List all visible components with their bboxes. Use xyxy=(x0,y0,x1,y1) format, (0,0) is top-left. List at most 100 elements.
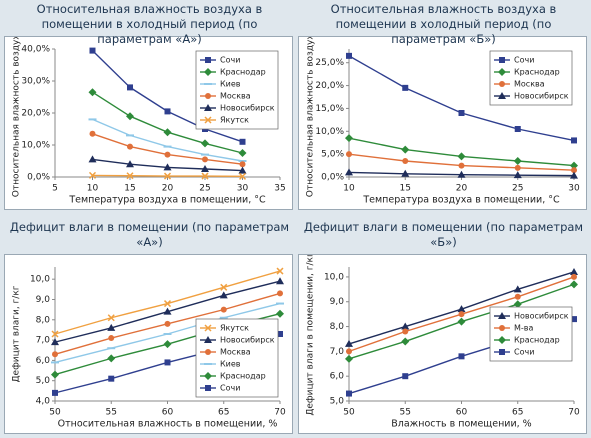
marker xyxy=(88,155,97,163)
marker xyxy=(107,314,115,322)
x-tick-label: 35 xyxy=(274,184,285,194)
chart-title: Дефицит влаги в помещении (по параметрам… xyxy=(9,220,290,249)
marker xyxy=(126,160,134,168)
marker xyxy=(402,84,409,91)
x-tick-label: 5 xyxy=(52,184,58,194)
x-tick-label: 65 xyxy=(218,408,229,418)
legend-label: Новосибирск xyxy=(220,336,275,345)
y-tick-label: 7,0 xyxy=(36,336,51,346)
marker xyxy=(499,349,505,355)
marker xyxy=(51,338,59,346)
marker xyxy=(401,322,410,330)
legend: Якутск Новосибирск Москва Киев Краснодар Сочи xyxy=(195,318,279,398)
marker xyxy=(126,112,134,121)
legend-label: Сочи xyxy=(514,348,534,357)
legend: Новосибирск М-ва Краснодар Сочи xyxy=(489,306,573,362)
marker xyxy=(88,171,97,179)
x-tick-label: 60 xyxy=(162,408,174,418)
chart: 0,0% 10,0% 20,0% 30,0% 40,0% 5 10 15 20 25 30 35 Тем… xyxy=(4,36,293,210)
legend-label: Якутск xyxy=(220,324,249,333)
marker xyxy=(52,351,58,358)
series-line xyxy=(348,137,575,167)
marker xyxy=(458,110,465,116)
y-tick-label: 10,0 xyxy=(324,272,344,282)
x-tick-label: 25 xyxy=(512,184,523,194)
x-tick-label: 10 xyxy=(87,184,99,194)
marker xyxy=(51,370,59,379)
marker xyxy=(202,156,208,163)
legend-label: Москва xyxy=(220,348,251,357)
marker xyxy=(457,152,466,161)
y-tick-label: 6,0 xyxy=(36,356,51,366)
marker xyxy=(276,267,284,275)
marker xyxy=(108,335,115,342)
marker xyxy=(571,167,577,174)
x-tick-label: 55 xyxy=(106,408,117,418)
marker xyxy=(571,273,577,280)
chart-title: Дефицит влаги в помещении (по параметрам… xyxy=(303,220,584,249)
marker xyxy=(201,172,209,180)
y-tick-label: 5,0 xyxy=(330,397,345,407)
marker xyxy=(277,290,283,297)
marker xyxy=(571,316,577,323)
marker xyxy=(219,291,228,299)
marker xyxy=(164,359,171,366)
x-tick-label: 25 xyxy=(199,184,210,194)
marker xyxy=(239,138,246,145)
y-tick-label: 9,0 xyxy=(36,295,51,305)
marker xyxy=(108,375,115,382)
marker xyxy=(201,139,209,148)
marker xyxy=(204,116,212,124)
marker xyxy=(402,158,409,164)
marker xyxy=(457,305,466,313)
y-axis-label: Дефицит влаги в помещении, г/кг xyxy=(306,254,316,416)
marker xyxy=(458,353,465,360)
chart: 0,0% 5,0% 10,0% 15,0% 20,0% 25,0% 10 15 20 25 30 Те… xyxy=(298,36,587,210)
y-tick-label: 0,0% xyxy=(321,173,344,183)
chart-title: Относительная влажность воздуха в помеще… xyxy=(36,2,263,46)
marker xyxy=(345,168,353,176)
marker xyxy=(498,312,506,319)
x-tick-label: 20 xyxy=(456,184,468,194)
marker xyxy=(457,170,466,178)
marker xyxy=(345,354,353,363)
marker xyxy=(401,145,410,154)
marker xyxy=(220,306,227,313)
chart-panel: Дефицит влаги в помещении (по параметрам… xyxy=(4,218,295,434)
marker xyxy=(498,92,506,99)
legend-label: Москва xyxy=(220,92,251,101)
y-tick-label: 9,0 xyxy=(330,297,345,307)
x-axis-label: Температура воздуха в помещении, °С xyxy=(362,195,560,206)
legend-label: Новосибирск xyxy=(514,312,569,321)
marker xyxy=(127,84,133,91)
x-tick-label: 15 xyxy=(400,184,411,194)
marker xyxy=(238,166,247,174)
marker xyxy=(205,57,211,63)
x-tick-label: 70 xyxy=(568,408,580,418)
y-tick-label: 0,0% xyxy=(27,173,50,183)
marker xyxy=(499,57,505,63)
marker xyxy=(163,163,172,171)
y-tick-label: 8,0 xyxy=(330,322,345,332)
x-tick-label: 15 xyxy=(124,184,135,194)
chart-panel: Относительная влажность воздуха в помеще… xyxy=(298,0,589,210)
marker xyxy=(401,169,410,177)
marker xyxy=(107,354,116,363)
marker xyxy=(126,172,134,180)
x-tick-label: 65 xyxy=(512,408,523,418)
marker xyxy=(514,164,521,171)
marker xyxy=(205,385,211,391)
marker xyxy=(88,88,97,97)
marker xyxy=(127,143,133,150)
marker xyxy=(513,285,522,293)
y-tick-label: 20,0% xyxy=(21,109,50,119)
marker xyxy=(499,81,505,87)
marker xyxy=(204,68,212,76)
x-tick-label: 20 xyxy=(162,184,174,194)
marker xyxy=(107,323,116,331)
legend-label: Новосибирск xyxy=(514,92,569,101)
x-tick-label: 55 xyxy=(400,408,411,418)
legend-label: М-ва xyxy=(514,324,534,333)
legend-label: Якутск xyxy=(220,116,249,125)
